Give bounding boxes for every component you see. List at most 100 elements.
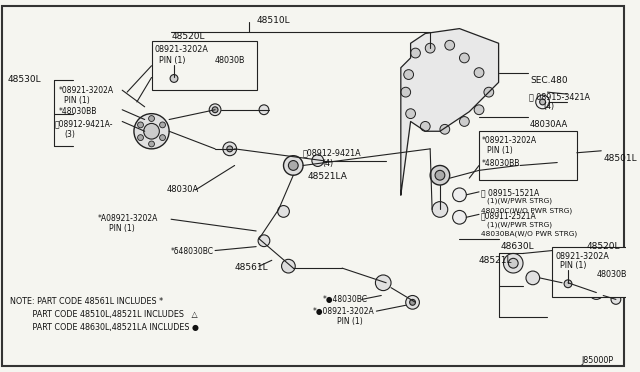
Ellipse shape (484, 87, 493, 97)
Text: ⓝ08912-9421A: ⓝ08912-9421A (303, 149, 362, 158)
Ellipse shape (460, 53, 469, 63)
Ellipse shape (410, 299, 415, 305)
Text: *08921-3202A: *08921-3202A (482, 136, 537, 145)
Text: *48030BB: *48030BB (482, 158, 520, 168)
Text: PIN (1): PIN (1) (560, 261, 587, 270)
Ellipse shape (508, 258, 518, 268)
Text: Ⓠ 08915-1521A: Ⓠ 08915-1521A (481, 188, 540, 197)
Text: *●08921-3202A: *●08921-3202A (313, 307, 374, 316)
Ellipse shape (376, 275, 391, 291)
Ellipse shape (284, 156, 303, 175)
Text: 48030B: 48030B (596, 270, 627, 279)
Ellipse shape (259, 105, 269, 115)
Text: *●48030BC: *●48030BC (323, 295, 367, 305)
Text: 48521LA: 48521LA (308, 172, 348, 181)
Text: PART CODE 48510L,48521L INCLUDES   △: PART CODE 48510L,48521L INCLUDES △ (10, 310, 197, 319)
Ellipse shape (170, 74, 178, 82)
Bar (479, 131, 577, 180)
Ellipse shape (312, 155, 324, 166)
Ellipse shape (432, 202, 448, 217)
Ellipse shape (452, 188, 467, 202)
Ellipse shape (227, 146, 233, 152)
Ellipse shape (148, 141, 154, 147)
Ellipse shape (420, 122, 430, 131)
Text: *δ48030BC: *δ48030BC (171, 247, 214, 256)
Ellipse shape (138, 122, 143, 128)
Ellipse shape (540, 99, 545, 105)
Ellipse shape (159, 135, 166, 141)
Ellipse shape (474, 105, 484, 115)
Ellipse shape (148, 116, 154, 122)
Text: Ⓠ 08915-3421A: Ⓠ 08915-3421A (529, 92, 590, 101)
Ellipse shape (611, 295, 621, 304)
Text: (4): (4) (323, 158, 333, 168)
Text: (1)(W/PWR STRG): (1)(W/PWR STRG) (487, 221, 552, 228)
Ellipse shape (435, 170, 445, 180)
Ellipse shape (536, 95, 549, 109)
Text: PIN (1): PIN (1) (63, 96, 90, 105)
Text: 48520L: 48520L (171, 32, 205, 41)
Text: 48030BA(W/O PWR STRG): 48030BA(W/O PWR STRG) (481, 231, 577, 237)
Text: PIN (1): PIN (1) (109, 224, 135, 233)
Ellipse shape (504, 253, 523, 273)
Ellipse shape (460, 116, 469, 126)
Text: PIN (1): PIN (1) (159, 56, 186, 65)
Ellipse shape (547, 157, 558, 169)
Ellipse shape (411, 48, 420, 58)
Text: 48530L: 48530L (8, 74, 42, 84)
Ellipse shape (564, 280, 572, 288)
Text: 48030C(W/O PWR STRG): 48030C(W/O PWR STRG) (481, 208, 572, 214)
Ellipse shape (406, 109, 415, 119)
Ellipse shape (474, 68, 484, 77)
Text: NOTE: PART CODE 48561L INCLUDES *: NOTE: PART CODE 48561L INCLUDES * (10, 298, 163, 307)
Text: 48561L: 48561L (235, 263, 268, 272)
Text: (1)(W/PWR STRG): (1)(W/PWR STRG) (487, 198, 552, 204)
Ellipse shape (223, 142, 237, 156)
Ellipse shape (138, 135, 143, 141)
Ellipse shape (401, 87, 411, 97)
Bar (552, 247, 640, 298)
Text: PART CODE 48630L,48521LA INCLUDES ●: PART CODE 48630L,48521LA INCLUDES ● (10, 323, 199, 332)
Text: 48630L: 48630L (500, 242, 534, 251)
Ellipse shape (510, 163, 516, 169)
Text: 48030B: 48030B (215, 56, 246, 65)
Text: ⓝ08912-9421A-: ⓝ08912-9421A- (55, 119, 113, 128)
Ellipse shape (212, 107, 218, 113)
Text: 48521L: 48521L (479, 256, 513, 265)
Text: 48510L: 48510L (256, 16, 290, 25)
Text: J85000P: J85000P (582, 356, 614, 365)
Text: (3): (3) (65, 130, 76, 139)
Ellipse shape (506, 158, 520, 172)
Ellipse shape (430, 166, 450, 185)
Ellipse shape (282, 259, 295, 273)
Text: (4): (4) (543, 102, 555, 111)
Ellipse shape (526, 271, 540, 285)
Ellipse shape (425, 43, 435, 53)
Text: 48520L: 48520L (587, 242, 620, 251)
Ellipse shape (258, 235, 270, 247)
Text: 48030A: 48030A (166, 185, 198, 194)
Ellipse shape (556, 277, 568, 289)
Ellipse shape (289, 161, 298, 170)
Text: 48030AA: 48030AA (530, 119, 568, 128)
Ellipse shape (134, 114, 169, 149)
Ellipse shape (593, 290, 599, 295)
Text: *A08921-3202A: *A08921-3202A (98, 214, 158, 223)
Text: 08921-3202A: 08921-3202A (154, 45, 209, 54)
Text: 48501L: 48501L (603, 154, 637, 163)
Text: PIN (1): PIN (1) (337, 317, 363, 326)
Text: *48030BB: *48030BB (59, 107, 97, 116)
Ellipse shape (278, 206, 289, 217)
Ellipse shape (404, 70, 413, 80)
Polygon shape (401, 29, 499, 195)
Ellipse shape (144, 124, 159, 139)
Ellipse shape (159, 122, 166, 128)
Text: 08921-3202A: 08921-3202A (556, 251, 609, 260)
Ellipse shape (445, 40, 454, 50)
Ellipse shape (452, 211, 467, 224)
Text: SEC.480: SEC.480 (530, 76, 568, 84)
Ellipse shape (209, 104, 221, 116)
Text: ⓝ08911-2521A: ⓝ08911-2521A (481, 211, 537, 221)
Bar (152, 41, 257, 90)
Text: PIN (1): PIN (1) (487, 146, 513, 155)
